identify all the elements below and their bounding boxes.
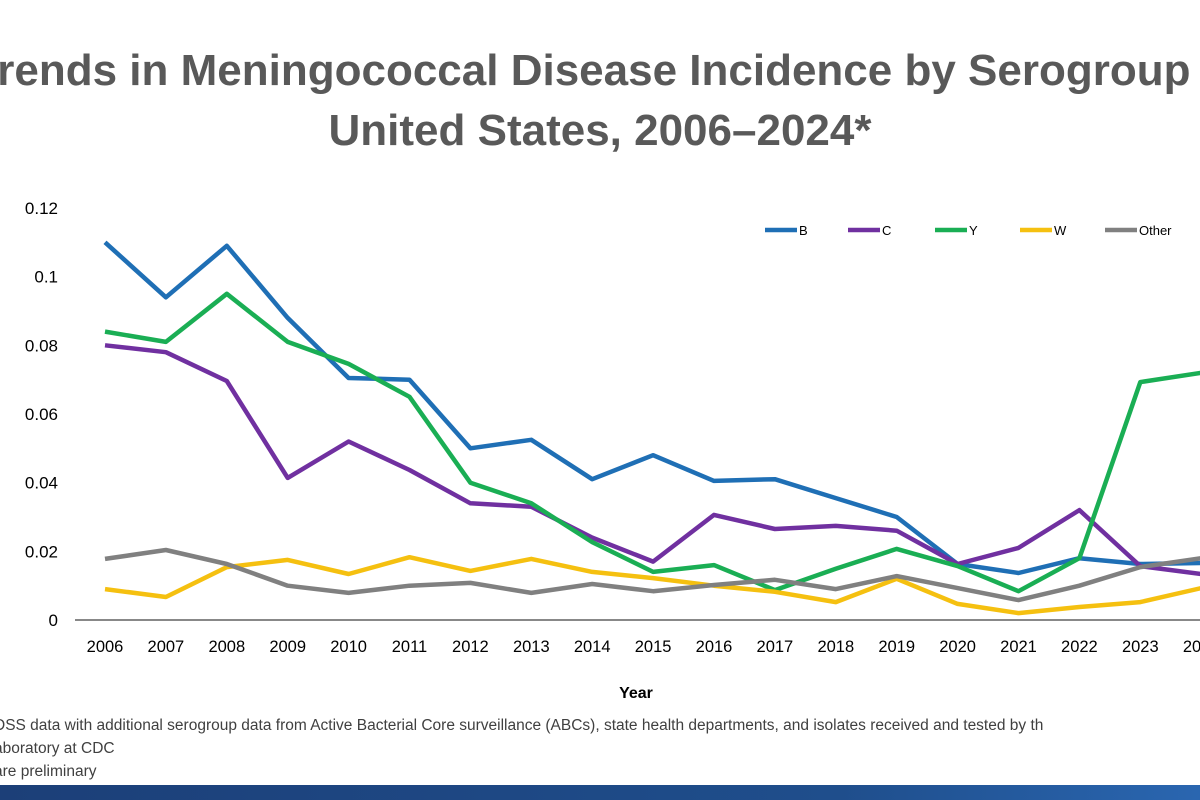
chart-title-line1: Trends in Meningococcal Disease Incidenc… [0, 46, 1200, 95]
series-line-w [104, 554, 1200, 616]
x-tick-label: 2014 [574, 638, 611, 656]
footnote-2: aboratory at CDC [0, 740, 115, 757]
footer-bar [0, 785, 1200, 800]
footnote-1: DSS data with additional serogroup data … [0, 717, 1044, 734]
legend-label-other: Other [1139, 223, 1172, 238]
x-tick-label: 2022 [1061, 638, 1098, 656]
x-tick-label: 2018 [817, 638, 854, 656]
y-tick-label: 0.02 [25, 542, 58, 561]
x-tick-label: 2008 [208, 638, 245, 656]
y-tick-label: 0.08 [25, 336, 58, 355]
x-tick-label: 2017 [757, 638, 794, 656]
y-tick-label: 0.12 [25, 199, 58, 218]
chart-title-line2: United States, 2006–2024* [328, 106, 872, 155]
x-tick-label: 2016 [696, 638, 733, 656]
legend-label-y: Y [969, 223, 978, 238]
x-tick-label: 2021 [1000, 638, 1037, 656]
y-tick-label: 0 [49, 611, 58, 630]
x-tick-label: 2011 [392, 638, 427, 656]
x-tick-label: 2006 [87, 638, 124, 656]
footnote-3: are preliminary [0, 763, 97, 780]
x-tick-label: 2020 [939, 638, 976, 656]
series-line-c [104, 343, 1200, 577]
x-tick-label: 2007 [148, 638, 185, 656]
x-axis-label: Year [619, 685, 653, 702]
series-line-y [104, 291, 1200, 594]
series-line-b [103, 240, 1200, 576]
series-line-other [104, 547, 1200, 603]
legend-label-w: W [1054, 223, 1067, 238]
y-tick-label: 0.1 [34, 268, 58, 287]
x-tick-label: 2023 [1122, 638, 1159, 656]
x-tick-label: 2012 [452, 638, 489, 656]
x-tick-label: 2019 [878, 638, 915, 656]
y-tick-label: 0.04 [25, 474, 58, 493]
legend-label-c: C [882, 223, 891, 238]
x-tick-label: 2009 [269, 638, 306, 656]
x-tick-label: 2010 [330, 638, 367, 656]
y-tick-label: 0.06 [25, 405, 58, 424]
legend-label-b: B [799, 223, 808, 238]
x-tick-label: 2013 [513, 638, 550, 656]
x-tick-label: 2015 [635, 638, 672, 656]
x-tick-label: 2024 [1183, 638, 1200, 656]
